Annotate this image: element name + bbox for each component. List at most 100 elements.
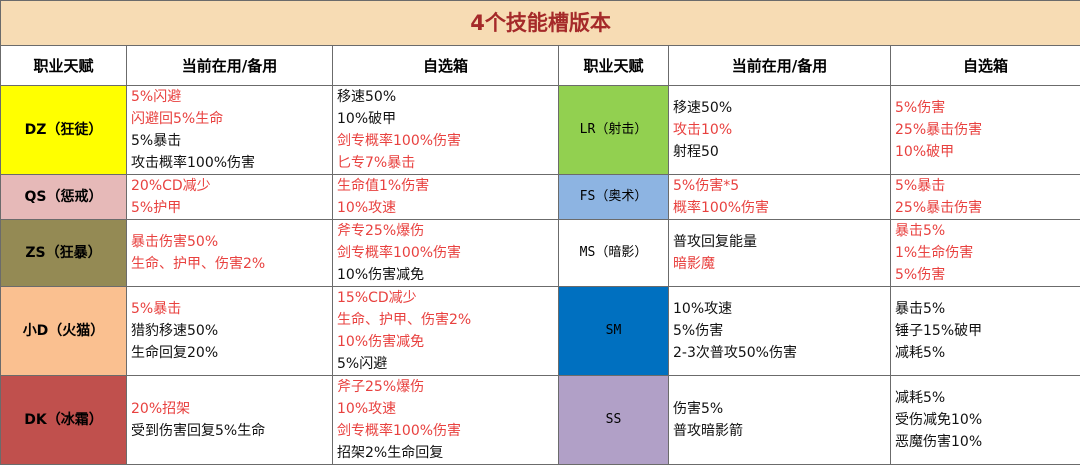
talent-cell: DZ（狂徒） [1,86,127,175]
skill-line: 普攻回复能量 [673,231,888,253]
skill-line: 暴击5% [895,220,1078,242]
skill-line: 匕专7%暴击 [337,152,556,174]
skill-line: 攻击10% [673,119,888,141]
skill-line: 10%伤害减免 [337,331,556,353]
skill-line: 20%CD减少 [131,175,330,197]
skill-line: 概率100%伤害 [673,197,888,219]
skill-line: 10%攻速 [337,197,556,219]
skill-line: 10%破甲 [337,108,556,130]
skill-line: 受到伤害回复5%生命 [131,420,330,442]
skill-line: 10%攻速 [673,298,888,320]
skill-line: 减耗5% [895,387,1078,409]
skill-line: 15%CD减少 [337,287,556,309]
table-row: ZS（狂暴）暴击伤害50%生命、护甲、伤害2%斧专25%爆伤剑专概率100%伤害… [1,220,1080,287]
current-skills-cell: 伤害5%普攻暗影箭 [669,376,891,465]
talent-cell: DK（冰霜） [1,376,127,465]
header-box-left: 自选箱 [333,46,559,86]
skill-line: 暴击5% [895,298,1078,320]
talent-cell: ZS（狂暴） [1,220,127,287]
skill-line: 25%暴击伤害 [895,119,1078,141]
skill-line: 受伤减免10% [895,409,1078,431]
optional-box-cell: 暴击5%锤子15%破甲减耗5% [891,287,1080,376]
skill-line: 剑专概率100%伤害 [337,420,556,442]
header-current-right: 当前在用/备用 [669,46,891,86]
title-row: 4个技能槽版本 [1,1,1080,46]
skill-line: 5%暴击 [131,130,330,152]
skill-line: 5%暴击 [131,298,330,320]
skill-line: 5%伤害 [673,320,888,342]
skill-line: 斧子25%爆伤 [337,376,556,398]
skill-line: 2-3次普攻50%伤害 [673,342,888,364]
current-skills-cell: 5%暴击猎豹移速50%生命回复20% [127,287,333,376]
talent-cell: LR（射击） [559,86,669,175]
skill-line: 锤子15%破甲 [895,320,1078,342]
skill-line: 减耗5% [895,342,1078,364]
talent-cell: MS（暗影） [559,220,669,287]
skill-line: 生命值1%伤害 [337,175,556,197]
skill-line: 剑专概率100%伤害 [337,242,556,264]
talent-cell: QS（惩戒） [1,175,127,220]
current-skills-cell: 普攻回复能量暗影魔 [669,220,891,287]
skill-line: 5%闪避 [131,86,330,108]
skill-line: 生命、护甲、伤害2% [131,253,330,275]
skill-line: 1%生命伤害 [895,242,1078,264]
skill-line: 5%伤害*5 [673,175,888,197]
header-talent-right: 职业天赋 [559,46,669,86]
skill-line: 生命、护甲、伤害2% [337,309,556,331]
skill-line: 暴击伤害50% [131,231,330,253]
skill-line: 射程50 [673,141,888,163]
talent-cell: 小D（火猫） [1,287,127,376]
header-current-left: 当前在用/备用 [127,46,333,86]
talent-cell: SM [559,287,669,376]
header-talent-left: 职业天赋 [1,46,127,86]
table-title: 4个技能槽版本 [1,1,1080,46]
current-skills-cell: 20%招架受到伤害回复5%生命 [127,376,333,465]
skill-line: 移速50% [337,86,556,108]
skill-line: 斧专25%爆伤 [337,220,556,242]
optional-box-cell: 减耗5%受伤减免10%恶魔伤害10% [891,376,1080,465]
skill-line: 伤害5% [673,398,888,420]
skill-line: 招架2%生命回复 [337,442,556,464]
skill-line: 暗影魔 [673,253,888,275]
current-skills-cell: 移速50%攻击10%射程50 [669,86,891,175]
header-row: 职业天赋 当前在用/备用 自选箱 职业天赋 当前在用/备用 自选箱 [1,46,1080,86]
skill-line: 5%护甲 [131,197,330,219]
skill-line: 10%攻速 [337,398,556,420]
skill-line: 5%伤害 [895,264,1078,286]
skill-line: 5%暴击 [895,175,1078,197]
skill-line: 5%伤害 [895,97,1078,119]
skill-line: 25%暴击伤害 [895,197,1078,219]
skill-line: 攻击概率100%伤害 [131,152,330,174]
skill-line: 5%闪避 [337,353,556,375]
skill-line: 10%破甲 [895,141,1078,163]
current-skills-cell: 暴击伤害50%生命、护甲、伤害2% [127,220,333,287]
talent-cell: SS [559,376,669,465]
skill-line: 生命回复20% [131,342,330,364]
skill-line: 普攻暗影箭 [673,420,888,442]
skill-line: 猎豹移速50% [131,320,330,342]
skill-line: 剑专概率100%伤害 [337,130,556,152]
talent-cell: FS（奥术） [559,175,669,220]
table-row: 小D（火猫）5%暴击猎豹移速50%生命回复20%15%CD减少生命、护甲、伤害2… [1,287,1080,376]
skill-line: 恶魔伤害10% [895,431,1078,453]
skill-line: 20%招架 [131,398,330,420]
header-box-right: 自选箱 [891,46,1080,86]
skill-line: 移速50% [673,97,888,119]
skill-line: 闪避回5%生命 [131,108,330,130]
optional-box-cell: 移速50%10%破甲剑专概率100%伤害匕专7%暴击 [333,86,559,175]
skill-line: 10%伤害减免 [337,264,556,286]
